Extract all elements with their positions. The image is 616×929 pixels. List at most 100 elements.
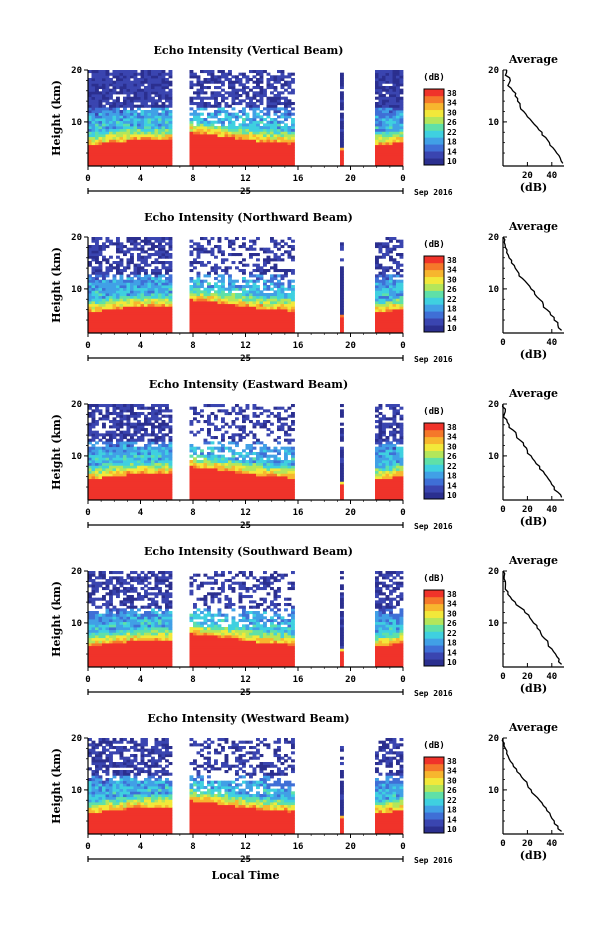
heatmap-cell bbox=[280, 301, 285, 305]
heatmap-cell bbox=[95, 242, 99, 246]
heatmap-cell bbox=[165, 255, 169, 259]
heatmap-cell bbox=[210, 412, 215, 416]
heatmap-cell bbox=[193, 72, 197, 76]
heatmap-cell bbox=[119, 325, 124, 329]
heatmap-cell bbox=[224, 139, 229, 143]
heatmap-cell bbox=[224, 465, 229, 469]
heatmap-cell bbox=[105, 414, 110, 418]
heatmap-cell bbox=[389, 239, 393, 243]
heatmap-cell bbox=[280, 142, 285, 146]
panel-1: Echo Intensity (Northward Beam)2010Heigh… bbox=[50, 211, 564, 364]
heatmap-cell bbox=[340, 258, 344, 262]
heatmap-cell bbox=[242, 303, 246, 307]
heatmap-cell bbox=[259, 115, 264, 119]
heatmap-cell bbox=[382, 303, 386, 307]
heatmap-cell bbox=[88, 325, 92, 329]
heatmap-cell bbox=[224, 142, 229, 146]
heatmap-cell bbox=[95, 303, 99, 307]
heatmap-cell bbox=[210, 147, 215, 151]
heatmap-cell bbox=[245, 118, 250, 122]
heatmap-cell bbox=[98, 311, 103, 315]
heatmap-cell bbox=[385, 110, 390, 114]
average-title: Average bbox=[508, 53, 558, 66]
heatmap-cell bbox=[154, 70, 159, 74]
heatmap-cell bbox=[382, 96, 386, 100]
heatmap-cell bbox=[116, 83, 120, 87]
heatmap-cell bbox=[228, 298, 232, 302]
heatmap-cell bbox=[102, 494, 106, 498]
heatmap-cell bbox=[207, 150, 211, 154]
heatmap-cell bbox=[147, 144, 152, 148]
heatmap-cell bbox=[158, 237, 162, 241]
heatmap-cell bbox=[270, 102, 274, 106]
heatmap-cell bbox=[137, 96, 141, 100]
heatmap-cell bbox=[196, 465, 201, 469]
heatmap-cell bbox=[284, 301, 288, 305]
heatmap-cell bbox=[154, 237, 159, 241]
heatmap-cell bbox=[396, 253, 400, 257]
heatmap-cell bbox=[105, 150, 110, 154]
heatmap-cell bbox=[385, 279, 390, 283]
heatmap-cell bbox=[158, 462, 162, 466]
heatmap-cell bbox=[291, 102, 295, 106]
heatmap-cell bbox=[158, 160, 162, 164]
heatmap-cell bbox=[224, 492, 229, 496]
heatmap-cell bbox=[375, 104, 379, 108]
heatmap-cell bbox=[123, 449, 127, 453]
heatmap-cell bbox=[235, 279, 239, 283]
heatmap-cell bbox=[95, 327, 99, 331]
heatmap-cell bbox=[266, 110, 271, 114]
heatmap-cell bbox=[105, 444, 110, 448]
heatmap-cell bbox=[207, 115, 211, 119]
heatmap-cell bbox=[193, 290, 197, 294]
heatmap-cell bbox=[151, 112, 155, 116]
heatmap-cell bbox=[105, 279, 110, 283]
heatmap-cell bbox=[95, 285, 99, 289]
heatmap-cell bbox=[112, 136, 117, 140]
heatmap-cell bbox=[217, 131, 222, 135]
heatmap-cell bbox=[396, 139, 400, 143]
heatmap-cell bbox=[396, 142, 400, 146]
heatmap-cell bbox=[161, 295, 166, 299]
heatmap-cell bbox=[340, 327, 344, 331]
heatmap-cell bbox=[217, 104, 222, 108]
heatmap-cell bbox=[147, 110, 152, 114]
heatmap-cell bbox=[214, 126, 218, 130]
heatmap-cell bbox=[154, 489, 159, 493]
heatmap-cell bbox=[256, 120, 260, 124]
heatmap-cell bbox=[375, 274, 379, 278]
heatmap-cell bbox=[378, 80, 383, 84]
heatmap-cell bbox=[154, 468, 159, 472]
heatmap-cell bbox=[123, 250, 127, 254]
heatmap-cell bbox=[158, 152, 162, 156]
heatmap-cell bbox=[109, 494, 113, 498]
heatmap-cell bbox=[168, 255, 173, 259]
heatmap-cell bbox=[119, 462, 124, 466]
heatmap-cell bbox=[144, 158, 148, 162]
heatmap-cell bbox=[224, 104, 229, 108]
heatmap-cell bbox=[189, 158, 194, 162]
heatmap-cell bbox=[238, 253, 243, 257]
heatmap-cell bbox=[126, 422, 131, 426]
heatmap-cell bbox=[144, 112, 148, 116]
heatmap-cell bbox=[189, 309, 194, 313]
heatmap-cell bbox=[137, 158, 141, 162]
heatmap-cell bbox=[161, 70, 166, 74]
heatmap-cell bbox=[140, 449, 145, 453]
heatmap-cell bbox=[105, 468, 110, 472]
heatmap-cell bbox=[340, 269, 344, 273]
heatmap-cell bbox=[193, 309, 197, 313]
heatmap-cell bbox=[102, 277, 106, 281]
heatmap-cell bbox=[266, 72, 271, 76]
heatmap-cell bbox=[231, 147, 236, 151]
heatmap-cell bbox=[109, 319, 113, 323]
heatmap-cell bbox=[203, 80, 208, 84]
heatmap-cell bbox=[193, 484, 197, 488]
heatmap-cell bbox=[189, 263, 194, 267]
heatmap-cell bbox=[165, 155, 169, 159]
heatmap-cell bbox=[147, 441, 152, 445]
day-label: 25 bbox=[240, 187, 251, 197]
heatmap-cell bbox=[399, 245, 404, 249]
heatmap-cell bbox=[144, 96, 148, 100]
heatmap-cell bbox=[207, 147, 211, 151]
